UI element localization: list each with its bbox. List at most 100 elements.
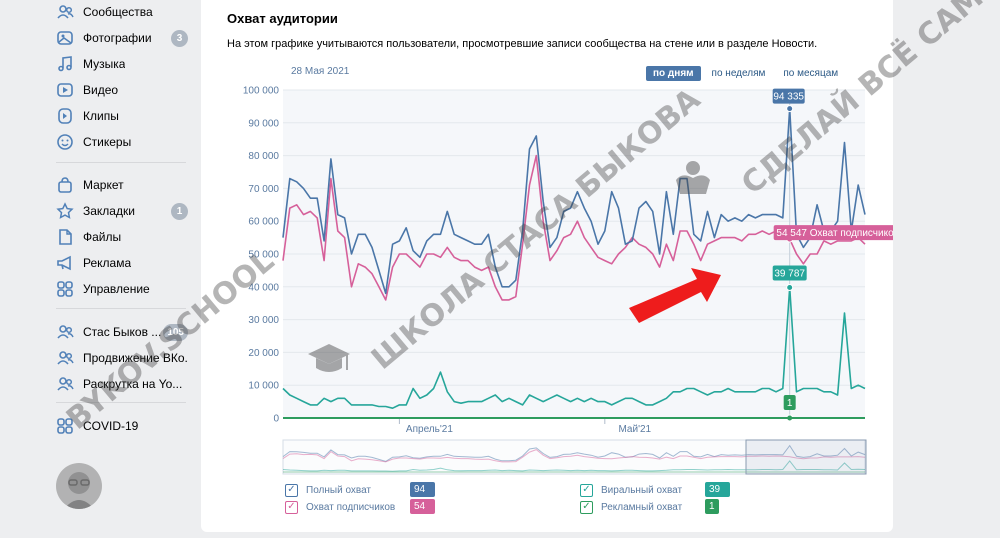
legend-item-2[interactable]: ✓ Охват подписчиков 54 547 xyxy=(285,499,435,527)
megaphone-icon xyxy=(56,254,74,272)
sidebar-item-label: COVID-19 xyxy=(83,419,139,433)
legend-label: Виральный охват xyxy=(601,484,683,496)
sidebar-item-6[interactable]: Стикеры xyxy=(56,130,192,154)
grid-icon xyxy=(56,280,74,298)
highlight-value-label: 1 xyxy=(787,398,793,409)
sidebar-item-1[interactable]: Сообщества xyxy=(56,0,192,24)
x-tick-label: Май'21 xyxy=(618,424,651,435)
counter-badge: 3 xyxy=(171,30,188,47)
sidebar-item-2[interactable]: Фотографии 3 xyxy=(56,26,192,50)
sidebar-item-label: Раскрутка на Yo... xyxy=(83,377,183,391)
sidebar-item-4[interactable]: Видео xyxy=(56,78,192,102)
sidebar-item-3[interactable]: Музыка xyxy=(56,52,192,76)
video-icon xyxy=(56,81,74,99)
users-icon xyxy=(56,375,74,393)
y-tick-label: 90 000 xyxy=(248,118,279,129)
graduation-cap-icon xyxy=(308,344,350,372)
chart-legend: ✓ Полный охват 94 335 ✓ Охват подписчиков 54 … xyxy=(285,482,875,527)
legend-value-badge: 39 787 xyxy=(705,482,730,510)
sidebar-item-label: Клипы xyxy=(83,109,119,123)
legend-item-1[interactable]: ✓ Полный охват 94 335 xyxy=(285,482,435,510)
highlight-point-1 xyxy=(786,105,794,113)
x-tick-label: Апрель'21 xyxy=(406,424,453,435)
sidebar-item-label: Продвижение ВКо... xyxy=(83,351,187,365)
sidebar-item-label: Музыка xyxy=(83,57,126,71)
series-line-1 xyxy=(282,107,866,295)
sidebar-item-label: Закладки xyxy=(83,204,135,218)
sidebar-item-15[interactable]: COVID-19 xyxy=(56,414,192,438)
sidebar-item-7[interactable]: Маркет xyxy=(56,173,192,197)
sidebar-divider xyxy=(56,402,186,403)
navigator-series-2 xyxy=(282,449,866,463)
checkbox-checked-icon[interactable]: ✓ xyxy=(285,483,298,497)
sidebar-item-11[interactable]: Управление xyxy=(56,277,192,301)
sidebar-item-label: Стас Быков ... xyxy=(83,325,161,339)
checkbox-checked-icon[interactable]: ✓ xyxy=(285,500,298,514)
tab-by-days[interactable]: по дням xyxy=(646,66,701,81)
legend-item-3[interactable]: ✓ Виральный охват 39 787 xyxy=(580,482,730,510)
counter-badge: 1 xyxy=(171,203,188,220)
clips-icon xyxy=(56,107,74,125)
y-tick-label: 70 000 xyxy=(248,184,279,195)
legend-label: Рекламный охват xyxy=(601,501,683,513)
highlight-value-label: 39 787 xyxy=(774,268,805,279)
page-title: Охват аудитории xyxy=(227,11,338,26)
highlight-value-label: 54 547 Охват подписчиков xyxy=(776,228,893,239)
highlight-label-bg xyxy=(783,395,796,410)
reach-chart[interactable]: 0 10 000 20 000 30 000 40 000 50 000 60 000 70 … xyxy=(201,0,893,482)
checkbox-checked-icon[interactable]: ✓ xyxy=(580,500,593,514)
users-icon xyxy=(56,349,74,367)
navigator-series-3 xyxy=(282,460,866,472)
y-tick-label: 100 000 xyxy=(243,86,280,97)
users-icon xyxy=(56,323,74,341)
legend-value-badge: 94 335 xyxy=(410,482,435,510)
y-tick-label: 0 xyxy=(273,414,279,425)
y-tick-label: 30 000 xyxy=(248,315,279,326)
sidebar-item-label: Сообщества xyxy=(83,5,153,19)
checkbox-checked-icon[interactable]: ✓ xyxy=(580,483,593,497)
sidebar-item-5[interactable]: Клипы xyxy=(56,104,192,128)
legend-item-4[interactable]: ✓ Рекламный охват 1 xyxy=(580,499,719,515)
highlight-value-label: 94 335 xyxy=(773,92,804,103)
sidebar-item-9[interactable]: Файлы xyxy=(56,225,192,249)
navigator-selection xyxy=(745,439,867,475)
sidebar-item-label: Стикеры xyxy=(83,135,132,149)
sidebar-item-10[interactable]: Реклама xyxy=(56,251,192,275)
sidebar-item-label: Маркет xyxy=(83,178,124,192)
reach-card: Охват аудитории На этом графике учитываю… xyxy=(201,0,893,532)
chart-date-label: 28 Мая 2021 xyxy=(291,66,350,77)
legend-label: Полный охват xyxy=(306,484,372,496)
grid-icon xyxy=(56,417,74,435)
highlight-label-bg xyxy=(773,225,893,241)
tab-by-months[interactable]: по месяцам xyxy=(783,68,839,79)
sticker-icon xyxy=(56,133,74,151)
legend-value-badge: 1 xyxy=(705,499,719,514)
chart-description: На этом графике учитываются пользователи… xyxy=(227,38,818,50)
highlight-label-bg xyxy=(772,265,807,281)
star-icon xyxy=(56,202,74,220)
file-icon xyxy=(56,228,74,246)
series-line-3 xyxy=(282,286,866,410)
navigator-frame xyxy=(282,439,866,475)
sidebar-item-label: Файлы xyxy=(83,230,122,244)
legend-label: Охват подписчиков xyxy=(306,501,396,513)
legend-value-badge: 54 547 xyxy=(410,499,435,527)
sidebar-item-12[interactable]: Стас Быков ... 105 xyxy=(56,320,192,344)
y-tick-label: 50 000 xyxy=(248,250,279,261)
sidebar-item-14[interactable]: Раскрутка на Yo... xyxy=(56,372,192,396)
sidebar-item-13[interactable]: Продвижение ВКо... xyxy=(56,346,192,370)
sidebar-item-8[interactable]: Закладки 1 xyxy=(56,199,192,223)
y-tick-label: 80 000 xyxy=(248,151,279,162)
tab-by-weeks[interactable]: по неделям xyxy=(711,68,766,79)
photo-icon xyxy=(56,29,74,47)
highlight-point-3 xyxy=(786,283,794,291)
series-line-2 xyxy=(282,154,866,301)
counter-badge: 105 xyxy=(163,324,188,341)
right-background xyxy=(893,0,1000,538)
avatar xyxy=(56,463,102,509)
y-tick-label: 20 000 xyxy=(248,348,279,359)
market-bag-icon xyxy=(56,176,74,194)
navigator-series-1 xyxy=(282,444,866,462)
sidebar-item-label: Видео xyxy=(83,83,119,97)
face-logo-icon xyxy=(64,472,94,509)
